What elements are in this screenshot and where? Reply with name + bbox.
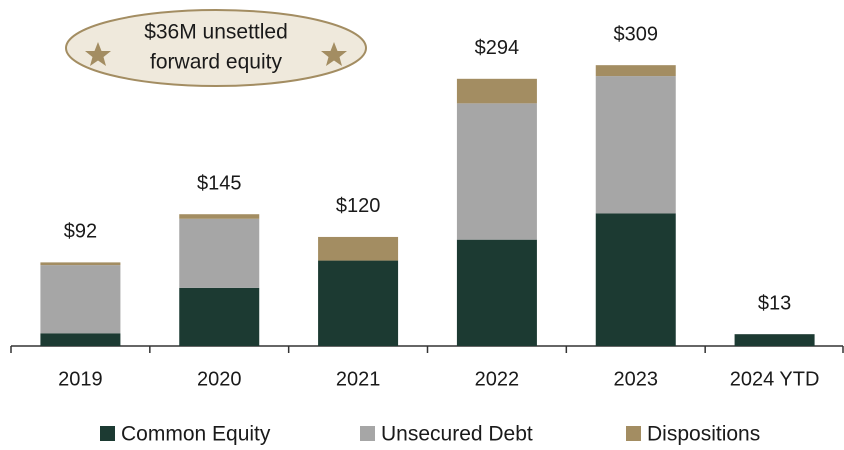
total-label: $120 [336, 195, 381, 217]
legend-swatch [626, 426, 641, 441]
x-tick-label: 2021 [336, 368, 381, 390]
legend-label: Unsecured Debt [381, 423, 533, 446]
legend-label: Common Equity [121, 423, 271, 446]
legend-label: Dispositions [647, 423, 760, 446]
legend-swatch [360, 426, 375, 441]
bar-segment [734, 334, 815, 346]
annotation-text: forward equity [150, 51, 282, 74]
x-tick-label: 2024 YTD [730, 368, 820, 390]
bar-segment [595, 65, 676, 77]
total-label: $92 [64, 221, 97, 243]
bar-segment [179, 287, 260, 346]
x-tick-label: 2022 [475, 368, 520, 390]
bar-segment [456, 239, 537, 346]
legend-swatch [100, 426, 115, 441]
star [85, 42, 111, 66]
bar-segment [318, 260, 399, 346]
bar-segment [456, 78, 537, 104]
total-label: $13 [758, 292, 791, 314]
bar-segment [40, 265, 121, 334]
bar-segment [595, 76, 676, 214]
bar-segment [40, 333, 121, 346]
x-tick-label: 2023 [614, 368, 659, 390]
bar-segment [595, 213, 676, 346]
annotation-bubble [65, 9, 367, 87]
bar-segment [179, 218, 260, 288]
bar-segment [179, 214, 260, 219]
x-tick-label: 2020 [197, 368, 242, 390]
bar-segment [456, 103, 537, 240]
total-label: $145 [197, 173, 242, 195]
total-label: $294 [475, 37, 520, 59]
annotation-text: $36M unsettled [144, 21, 288, 44]
total-label: $309 [614, 23, 659, 45]
x-tick-label: 2019 [58, 368, 103, 390]
bar-segment [318, 236, 399, 261]
bar-segment [40, 262, 121, 266]
star [321, 42, 347, 66]
